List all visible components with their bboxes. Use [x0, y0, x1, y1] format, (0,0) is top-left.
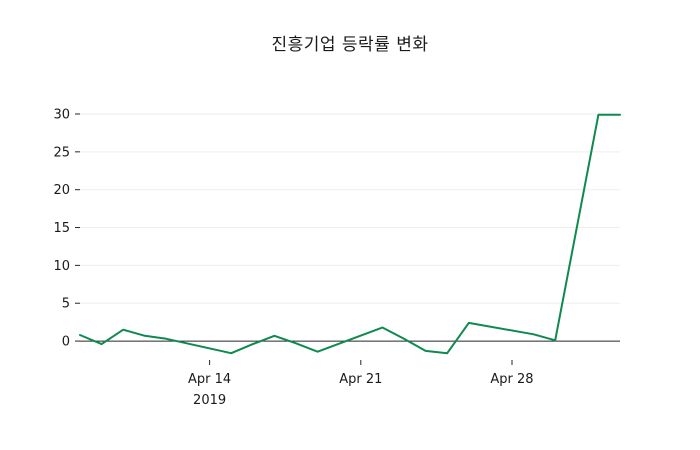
- y-tick-label: 30: [53, 108, 70, 123]
- x-tick-label: Apr 28: [490, 372, 533, 387]
- y-tick-label: 0: [62, 335, 70, 350]
- x-tick-label: Apr 21: [339, 372, 382, 387]
- y-tick-label: 15: [53, 221, 70, 236]
- x-tick-label: Apr 14: [188, 372, 231, 387]
- chart-title: 진흥기업 등락률 변화: [271, 35, 429, 55]
- x-tick-sublabel: 2019: [193, 393, 226, 408]
- y-tick-label: 10: [53, 259, 70, 274]
- y-tick-label: 5: [62, 297, 70, 312]
- y-tick-label: 25: [53, 145, 70, 160]
- series-line: [79, 113, 621, 355]
- y-tick-label: 20: [53, 183, 70, 198]
